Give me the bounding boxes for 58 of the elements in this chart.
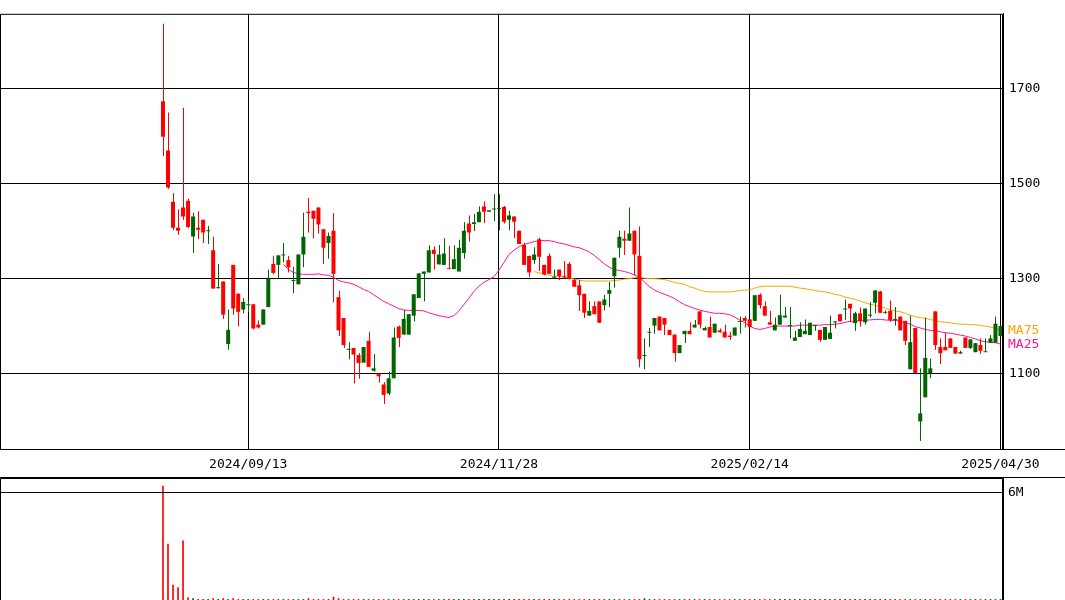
candlestick	[396, 325, 401, 348]
x-tick-label: 2024/11/28	[459, 456, 539, 472]
candlestick	[983, 337, 988, 353]
candlestick	[607, 281, 612, 308]
candlestick	[507, 210, 512, 231]
candlestick	[271, 255, 276, 275]
candlestick	[627, 206, 632, 242]
candlestick	[622, 230, 627, 256]
candlestick	[191, 212, 196, 254]
candlestick	[281, 242, 286, 263]
candlestick	[537, 237, 542, 272]
series-label: MA75	[1008, 321, 1040, 337]
candlestick	[647, 327, 652, 348]
candlestick	[883, 309, 888, 315]
candlestick	[496, 193, 501, 231]
series-label: MA25	[1008, 335, 1040, 351]
candlestick	[426, 244, 431, 273]
candlestick	[632, 230, 637, 276]
y-tick-label: 1100	[1009, 364, 1041, 380]
candlestick	[226, 308, 231, 351]
candlestick	[176, 208, 181, 236]
candlestick	[301, 212, 306, 268]
candlestick	[853, 311, 858, 332]
candlestick	[386, 371, 391, 396]
candlestick	[918, 367, 923, 442]
candlestick	[216, 263, 221, 290]
candlestick	[858, 307, 863, 328]
y-tick-label: 1700	[1009, 80, 1041, 96]
candlestick	[431, 245, 436, 271]
y-tick-label: 1300	[1009, 270, 1041, 285]
y-tick-label: 1500	[1009, 175, 1041, 191]
x-tick-label: 2024/09/13	[209, 456, 288, 472]
x-tick-label: 2025/02/14	[710, 456, 790, 472]
candlestick	[938, 337, 943, 365]
candlestick	[446, 245, 451, 270]
candlestick	[787, 306, 792, 339]
candlestick	[562, 260, 567, 280]
candlestick	[346, 341, 351, 360]
candlestick	[672, 334, 677, 363]
candlestick	[617, 230, 622, 259]
candlestick	[642, 337, 647, 370]
candlestick	[196, 210, 201, 240]
candlestick	[888, 299, 893, 323]
candlestick	[351, 347, 356, 385]
candlestick	[843, 299, 848, 321]
candlestick	[873, 289, 878, 314]
candlestick	[321, 228, 326, 265]
candlestick	[276, 254, 281, 280]
candlestick	[466, 215, 471, 243]
candlestick	[326, 232, 331, 260]
x-tick-label: 2025/04/30	[961, 456, 1040, 472]
candlestick	[893, 306, 898, 327]
candlestick	[356, 352, 361, 380]
candlestick	[381, 381, 386, 405]
candlestick	[512, 215, 517, 239]
candlestick	[612, 257, 617, 289]
candlestick	[206, 225, 211, 245]
ref-line-label: 6M	[1008, 483, 1024, 499]
